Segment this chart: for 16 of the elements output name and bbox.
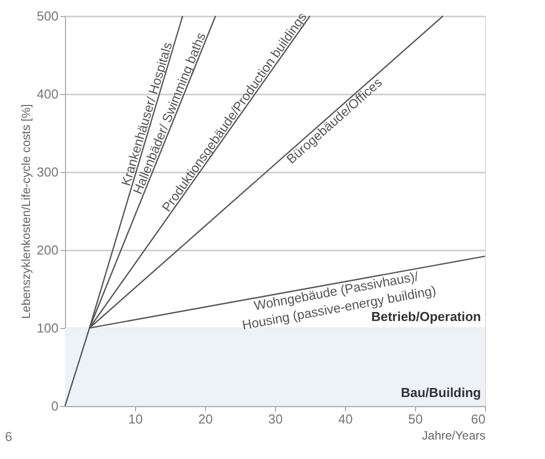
x-tick-label: 10	[128, 412, 143, 426]
y-tick-label: 500	[36, 8, 58, 24]
y-tick-label: 400	[36, 86, 58, 102]
x-tick-label: 40	[338, 412, 353, 426]
y-axis-title: Lebenszyklenkosten/Life-cycle costs [%]	[18, 104, 33, 319]
x-axis-title: Jahre/Years	[422, 428, 486, 442]
y-tick-label: 100	[36, 320, 58, 336]
band-label: Bau/Building	[400, 385, 482, 400]
x-tick-label: 20	[198, 412, 213, 426]
y-tick-label: 200	[36, 242, 58, 258]
y-tick-label: 0	[51, 398, 58, 414]
y-tick-label: 300	[36, 164, 58, 180]
x-tick-label: 30	[268, 412, 283, 426]
text: 6	[5, 429, 12, 444]
x-tick-label: 50	[408, 412, 423, 426]
x-tick-label: 60	[471, 412, 486, 426]
